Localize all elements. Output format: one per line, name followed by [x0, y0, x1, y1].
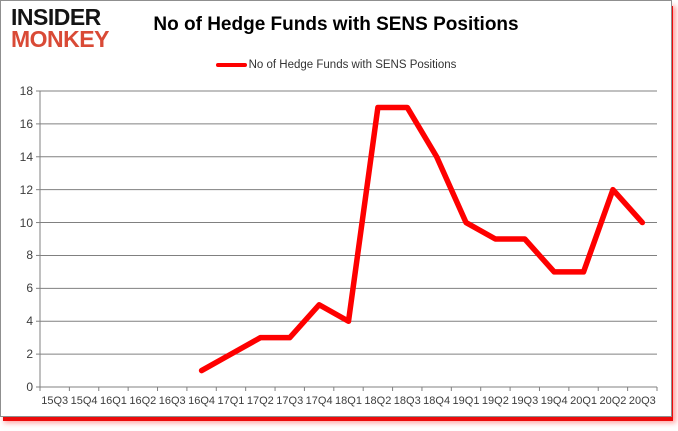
x-tick-label: 20Q2	[599, 395, 627, 407]
y-tick-label: 0	[26, 380, 33, 394]
x-tick-label: 15Q4	[70, 395, 98, 407]
x-tick-label: 19Q3	[511, 395, 539, 407]
x-tick-label: 15Q3	[41, 395, 69, 407]
x-tick-label: 18Q3	[393, 395, 421, 407]
y-tick-label: 12	[19, 182, 33, 197]
x-tick-label: 16Q4	[188, 395, 216, 407]
chart-title: No of Hedge Funds with SENS Positions	[153, 14, 519, 35]
x-tick-label: 17Q1	[217, 395, 245, 407]
x-tick-label: 20Q3	[628, 395, 656, 407]
x-tick-label: 17Q3	[276, 395, 304, 407]
x-tick-label: 18Q4	[423, 395, 451, 407]
x-tick-label: 16Q1	[99, 395, 127, 407]
line-chart-plot	[36, 90, 658, 391]
legend-label: No of Hedge Funds with SENS Positions	[248, 59, 457, 71]
legend: No of Hedge Funds with SENS Positions	[1, 57, 671, 73]
y-tick-label: 10	[19, 215, 33, 230]
x-tick-label: 19Q2	[481, 395, 509, 407]
x-tick-label: 16Q3	[158, 395, 186, 407]
x-tick-label: 16Q2	[129, 395, 157, 407]
legend-line-marker-icon	[215, 63, 247, 67]
logo-text-monkey: MONKEY	[11, 25, 109, 52]
x-tick-label: 17Q4	[305, 395, 333, 407]
x-tick-label: 19Q1	[452, 395, 480, 407]
x-tick-label: 18Q1	[335, 395, 362, 407]
y-tick-label: 16	[19, 116, 33, 131]
insider-monkey-logo: INSIDER MONKEY	[11, 4, 109, 52]
y-tick-label: 14	[19, 149, 33, 164]
x-tick-label: 19Q4	[540, 395, 568, 407]
x-tick-label: 20Q1	[570, 395, 598, 407]
series-line	[198, 104, 646, 374]
logo-text-insider: INSIDER	[11, 4, 101, 30]
y-tick-label: 8	[26, 248, 33, 263]
y-tick-label: 4	[26, 314, 33, 329]
y-tick-label: 6	[26, 281, 33, 296]
chart-card: INSIDER MONKEY No of Hedge Funds with SE…	[0, 0, 672, 417]
x-tick-label: 18Q2	[364, 395, 392, 407]
y-tick-label: 18	[19, 84, 33, 98]
y-tick-label: 2	[26, 347, 33, 362]
x-tick-label: 17Q2	[246, 395, 274, 407]
